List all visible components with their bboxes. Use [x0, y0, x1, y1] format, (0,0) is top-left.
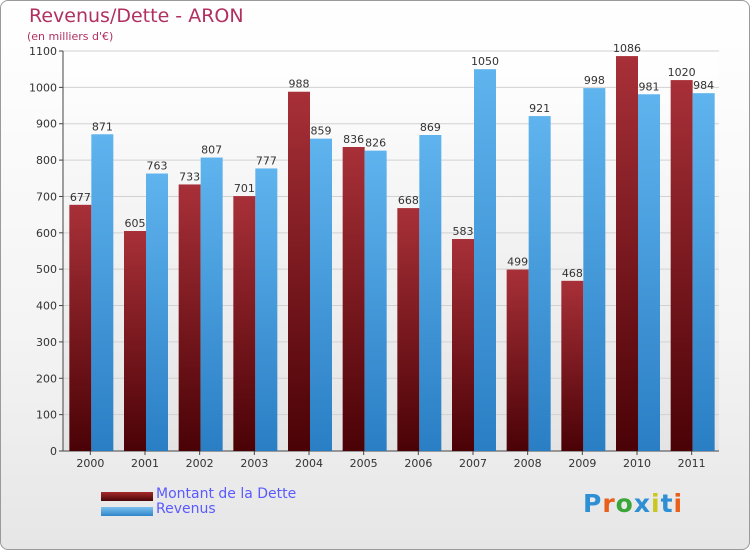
bar-dette — [124, 231, 146, 451]
data-label-revenus: 921 — [529, 102, 550, 115]
bar-dette — [69, 204, 92, 451]
logo-letter: t — [660, 489, 674, 518]
data-label-dette: 677 — [70, 191, 91, 204]
data-label-dette: 1020 — [668, 66, 696, 79]
y-tick-label: 0 — [50, 445, 57, 458]
x-tick-label: 2005 — [350, 457, 378, 470]
proxiti-logo: Proxiti — [583, 489, 683, 518]
bar-dette — [561, 280, 584, 451]
bar-dette — [288, 91, 310, 452]
bar-revenus — [692, 93, 715, 451]
logo-letter: i — [651, 489, 661, 518]
bar-dette — [506, 269, 529, 451]
data-label-dette: 733 — [179, 170, 200, 183]
plot-area — [63, 51, 719, 451]
bar-revenus — [146, 173, 168, 451]
bar-dette — [342, 147, 365, 451]
x-tick-label: 2007 — [459, 457, 487, 470]
data-label-revenus: 998 — [584, 74, 605, 87]
bar-dette — [616, 56, 638, 451]
data-label-revenus: 984 — [693, 79, 714, 92]
x-tick-label: 2003 — [240, 457, 268, 470]
y-tick-label: 200 — [36, 372, 57, 385]
bar-revenus — [200, 157, 223, 451]
logo-letter: P — [583, 489, 603, 518]
x-tick-label: 2002 — [186, 457, 214, 470]
bar-revenus — [310, 138, 332, 452]
bar-dette — [178, 184, 201, 452]
data-label-dette: 988 — [289, 78, 310, 91]
bar-revenus — [528, 116, 551, 451]
y-tick-label: 100 — [36, 409, 57, 422]
x-tick-label: 2000 — [76, 457, 104, 470]
x-tick-label: 2010 — [623, 457, 651, 470]
data-label-revenus: 859 — [311, 125, 332, 138]
legend-label-dette: Montant de la Dette — [156, 486, 297, 502]
bar-revenus — [638, 94, 660, 451]
bar-revenus — [419, 135, 442, 451]
logo-letter: i — [673, 489, 684, 518]
bar-revenus — [474, 69, 496, 451]
logo-letter: o — [615, 489, 634, 518]
data-label-dette: 836 — [343, 133, 364, 146]
x-tick-label: 2004 — [295, 457, 323, 470]
x-tick-label: 2011 — [678, 457, 706, 470]
x-tick-label: 2008 — [514, 457, 542, 470]
data-label-revenus: 1050 — [471, 55, 499, 68]
data-label-revenus: 807 — [201, 144, 222, 157]
bar-dette — [233, 196, 256, 451]
data-label-dette: 701 — [234, 182, 255, 195]
bar-revenus — [583, 88, 606, 451]
data-label-dette: 468 — [562, 267, 583, 280]
bar-dette — [670, 80, 693, 451]
data-label-revenus: 871 — [92, 120, 113, 133]
bar-revenus — [91, 134, 114, 452]
legend-label-revenus: Revenus — [156, 501, 216, 517]
y-tick-label: 1100 — [29, 45, 57, 58]
y-tick-label: 500 — [36, 263, 57, 276]
legend-swatch-dette — [101, 492, 153, 501]
chart-subtitle: (en milliers d'€) — [27, 30, 114, 43]
bar-dette — [452, 239, 474, 451]
chart-title: Revenus/Dette - ARON — [29, 5, 244, 27]
bar-revenus — [364, 150, 387, 452]
y-tick-label: 800 — [36, 154, 57, 167]
y-tick-label: 600 — [36, 227, 57, 240]
data-label-dette: 583 — [453, 225, 474, 238]
data-label-dette: 1086 — [613, 42, 641, 55]
data-label-dette: 499 — [507, 256, 528, 269]
bar-revenus — [255, 168, 278, 452]
y-tick-label: 700 — [36, 190, 57, 203]
legend-swatch-revenus — [101, 507, 153, 516]
data-label-revenus: 826 — [365, 137, 386, 150]
x-tick-label: 2006 — [404, 457, 432, 470]
bar-dette — [397, 208, 420, 451]
x-tick-label: 2009 — [568, 457, 596, 470]
data-label-dette: 605 — [125, 217, 146, 230]
logo-letter: r — [602, 489, 616, 518]
data-label-dette: 668 — [398, 194, 419, 207]
logo-letter: x — [633, 489, 651, 518]
y-tick-label: 900 — [36, 118, 57, 131]
data-label-revenus: 981 — [639, 80, 660, 93]
y-tick-label: 400 — [36, 300, 57, 313]
data-label-revenus: 777 — [256, 154, 277, 167]
data-label-revenus: 869 — [420, 121, 441, 134]
data-label-revenus: 763 — [147, 160, 168, 173]
y-tick-label: 300 — [36, 336, 57, 349]
y-tick-label: 1000 — [29, 81, 57, 94]
x-tick-label: 2001 — [131, 457, 159, 470]
